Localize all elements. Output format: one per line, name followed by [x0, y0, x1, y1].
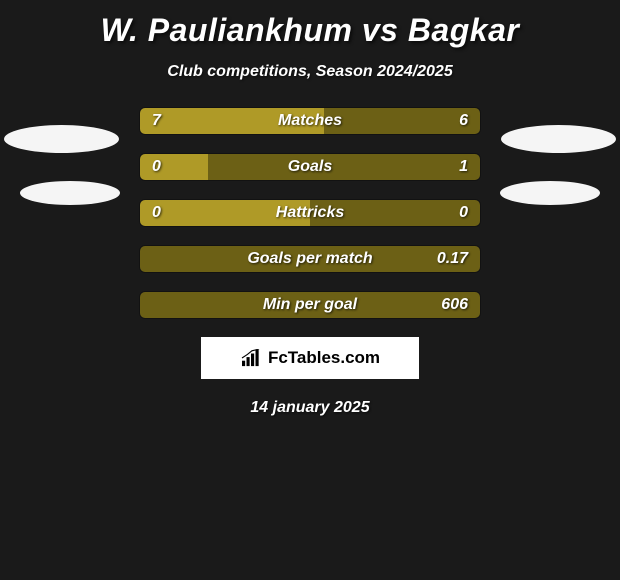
avatar-left-1 [4, 125, 119, 153]
bar-left [140, 154, 208, 180]
bar-right [208, 154, 480, 180]
avatar-right-1 [501, 125, 616, 153]
subtitle: Club competitions, Season 2024/2025 [0, 63, 620, 81]
chart-icon [240, 349, 262, 367]
bars-container: 7 6 Matches 0 1 Goals 0 0 Hattricks 0.17 Goals per… [139, 107, 481, 319]
comparison-chart: 7 6 Matches 0 1 Goals 0 0 Hattricks 0.17 Goals per… [0, 107, 620, 319]
avatar-left-2 [20, 181, 120, 205]
footer-brand: FcTables.com [268, 348, 380, 368]
value-right: 606 [441, 296, 468, 314]
stat-row: 606 Min per goal [139, 291, 481, 319]
avatar-right-2 [500, 181, 600, 205]
value-right: 6 [459, 112, 468, 130]
stat-label: Matches [278, 112, 342, 130]
value-right: 0 [459, 204, 468, 222]
stat-row: 0 0 Hattricks [139, 199, 481, 227]
value-left: 0 [152, 204, 161, 222]
stat-label: Hattricks [276, 204, 344, 222]
stat-row: 0.17 Goals per match [139, 245, 481, 273]
stat-label: Min per goal [263, 296, 357, 314]
stat-label: Goals per match [247, 250, 372, 268]
value-right: 1 [459, 158, 468, 176]
value-left: 7 [152, 112, 161, 130]
stat-row: 7 6 Matches [139, 107, 481, 135]
footer-date: 14 january 2025 [0, 399, 620, 417]
bar-right [324, 108, 480, 134]
stat-row: 0 1 Goals [139, 153, 481, 181]
value-right: 0.17 [437, 250, 468, 268]
value-left: 0 [152, 158, 161, 176]
footer-badge: FcTables.com [201, 337, 419, 379]
page-title: W. Pauliankhum vs Bagkar [0, 0, 620, 49]
stat-label: Goals [288, 158, 332, 176]
